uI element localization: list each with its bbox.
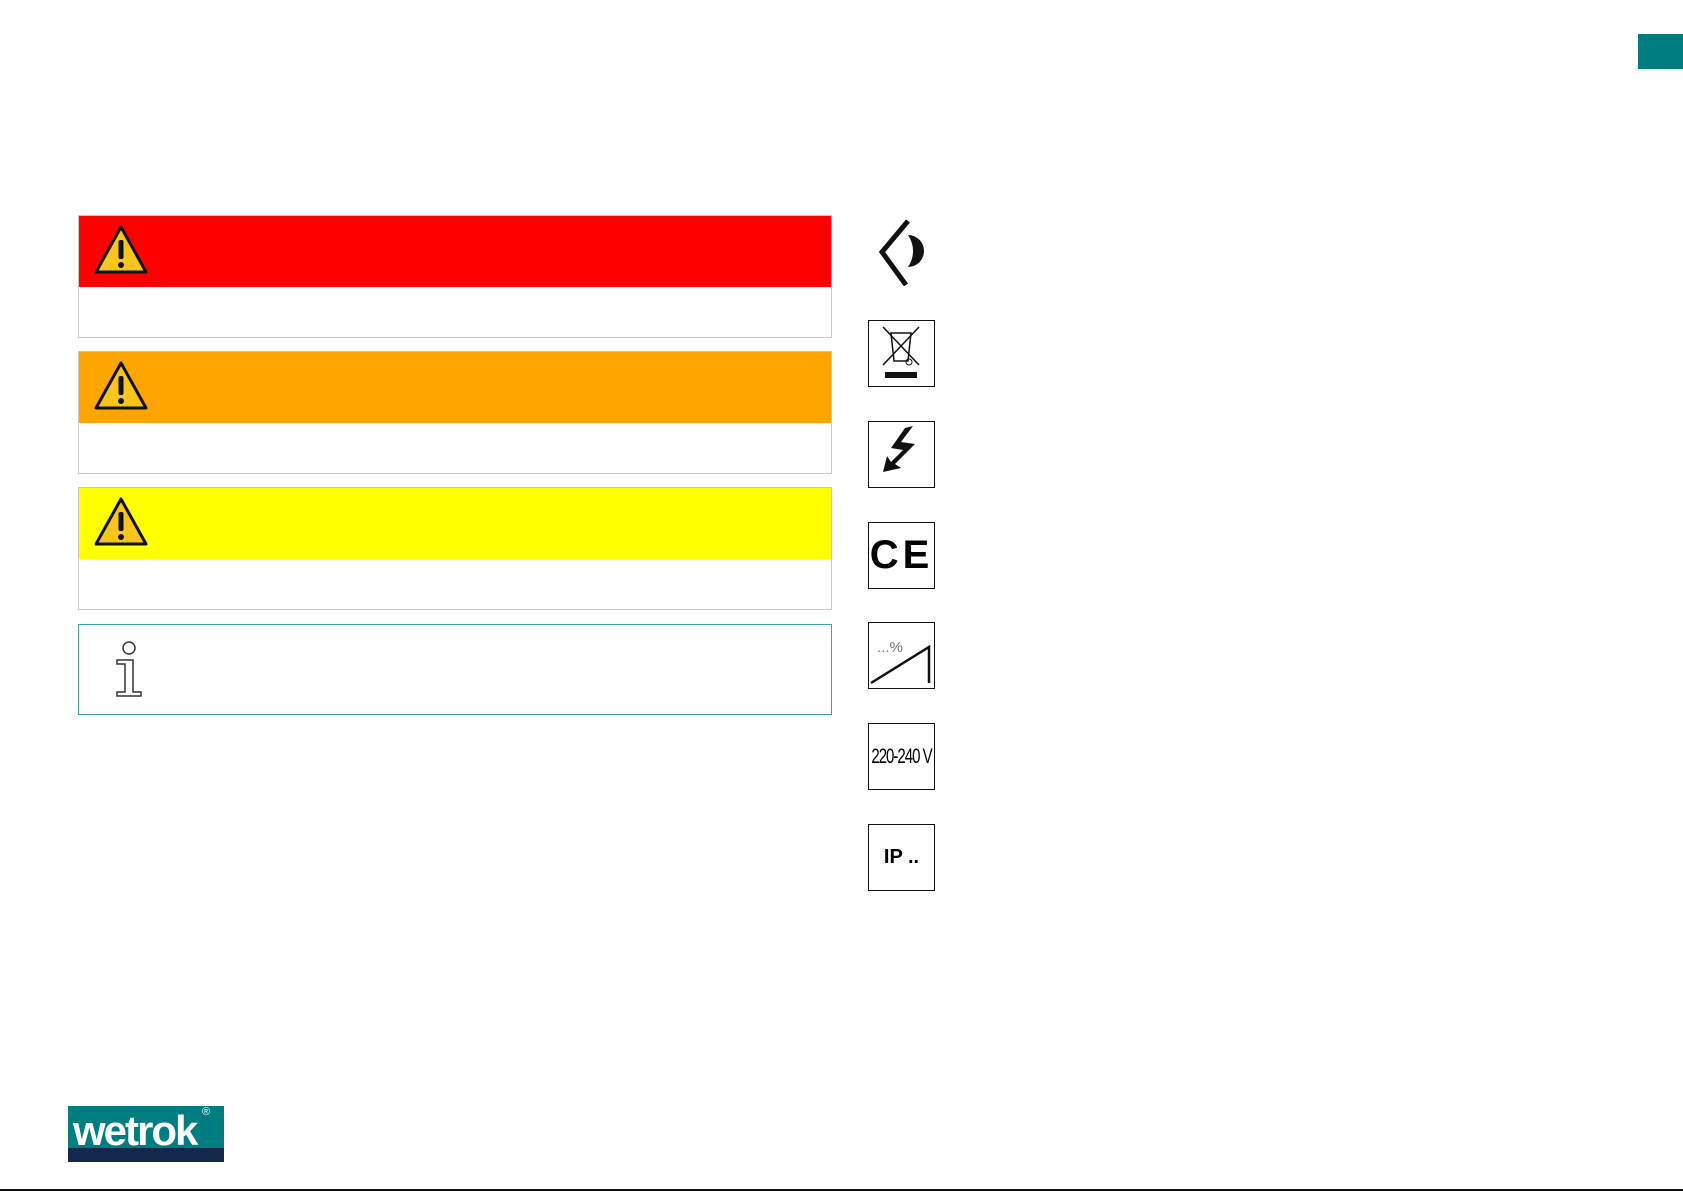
warning-triangle-icon: [94, 225, 148, 274]
ce-mark-text: CE: [869, 533, 934, 577]
warning-notice: [78, 351, 832, 474]
warning-header: [79, 352, 831, 423]
page-corner-tab: [1638, 34, 1683, 69]
wetrok-logo: wetrok ®: [68, 1106, 224, 1162]
danger-header: [79, 216, 831, 287]
caution-notice: [78, 487, 832, 610]
electric-hazard-icon: [868, 421, 935, 488]
danger-notice: [78, 215, 832, 338]
page-bottom-rule: [0, 1189, 1683, 1191]
ce-mark-icon: CE: [868, 522, 935, 589]
logo-registered-mark: ®: [202, 1106, 211, 1118]
slope-percent-text: ...%: [877, 639, 903, 656]
weee-crossed-bin-icon: [868, 320, 935, 387]
caution-header: [79, 488, 831, 559]
voltage-text: 220-240 V: [871, 744, 932, 769]
eye-icon: [868, 219, 935, 287]
info-notice: [78, 624, 832, 715]
logo-text: wetrok: [73, 1107, 198, 1154]
warning-triangle-icon: [94, 497, 148, 546]
slope-percent-icon: ...%: [868, 622, 935, 689]
info-icon: [116, 641, 142, 697]
ip-rating-text: IP ..: [883, 846, 920, 868]
warning-triangle-icon: [94, 361, 148, 410]
voltage-icon: 220-240 V: [868, 723, 935, 790]
ip-rating-icon: IP ..: [868, 824, 935, 891]
